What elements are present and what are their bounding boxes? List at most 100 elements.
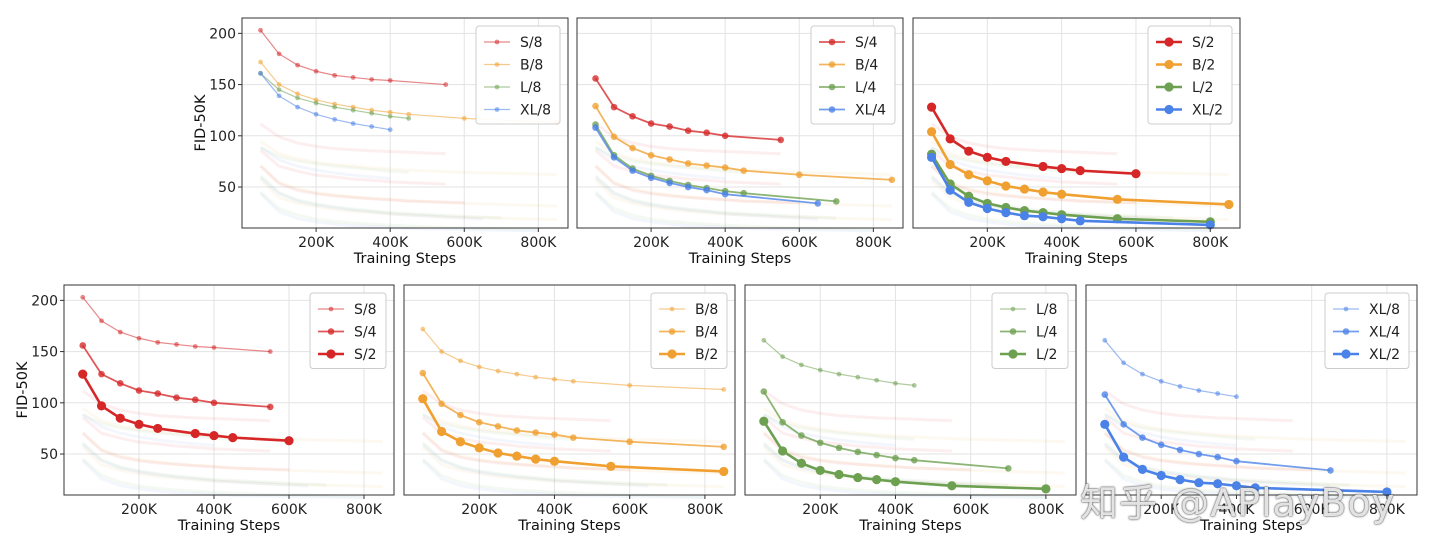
subplot-5: 200K 400K 600K 800K Training Steps B/8 B/4 B/2 [403, 284, 736, 534]
data-point [1250, 483, 1260, 493]
data-point [606, 461, 616, 471]
legend-swatch-marker [828, 106, 836, 113]
data-point [295, 104, 300, 110]
data-point [1121, 360, 1127, 366]
series-line-xl-8 [1104, 339, 1237, 398]
data-point [173, 394, 180, 401]
legend-box [1147, 25, 1233, 125]
data-point [513, 427, 521, 434]
data-point [796, 458, 807, 468]
data-point [1119, 452, 1129, 462]
data-point [834, 469, 844, 480]
series-line-xl-2 [930, 156, 1211, 227]
y-tick-label: 50 [218, 180, 236, 196]
data-point [964, 197, 974, 207]
data-point [778, 446, 788, 456]
data-point [627, 382, 633, 388]
data-point [369, 124, 375, 129]
data-point [1057, 189, 1067, 199]
data-point [666, 123, 673, 130]
data-point [369, 77, 375, 82]
data-point [926, 127, 937, 137]
data-point [369, 110, 375, 116]
x-tick-label: 800K [520, 235, 557, 251]
x-axis-label: Training Steps [858, 518, 961, 534]
legend-label: XL/8 [520, 103, 551, 119]
data-point [911, 382, 917, 388]
data-point [926, 102, 937, 112]
data-point [1213, 479, 1223, 489]
legend: S/8 B/8 L/8 XL/8 [475, 25, 561, 125]
data-point [1038, 187, 1048, 197]
data-point [684, 183, 692, 191]
data-point [759, 416, 769, 426]
data-point [780, 354, 786, 360]
data-point [592, 75, 599, 82]
data-point [1100, 419, 1110, 429]
subplot-4: 200K 400K 600K 800K 50 100 150 200 Training Step… [15, 284, 395, 534]
data-point [926, 152, 937, 162]
data-point [647, 174, 655, 182]
data-point [629, 144, 636, 152]
data-point [154, 390, 162, 397]
data-point [1139, 434, 1146, 441]
data-point [1194, 478, 1204, 488]
data-point [514, 371, 520, 377]
data-point [817, 367, 823, 373]
legend-label: XL/8 [1369, 302, 1400, 318]
data-point [552, 376, 557, 382]
legend-label: S/4 [855, 35, 878, 51]
data-point [816, 439, 824, 447]
legend: L/8 L/4 L/2 [991, 292, 1069, 369]
plot-frame [1085, 284, 1418, 496]
data-point [1231, 481, 1242, 491]
data-point [1001, 181, 1011, 191]
data-point [461, 115, 467, 121]
data-point [1137, 464, 1148, 474]
legend-swatch-marker [828, 38, 836, 46]
data-point [1205, 220, 1215, 230]
legend-label: S/2 [354, 347, 377, 363]
x-tick-label: 400K [1219, 502, 1256, 518]
data-point [209, 430, 219, 441]
legend-label: L/2 [1036, 347, 1057, 363]
data-point [136, 335, 142, 341]
data-point [276, 51, 282, 57]
data-point [295, 62, 300, 68]
data-point [457, 411, 464, 419]
data-point [835, 444, 843, 452]
data-point [228, 433, 238, 443]
data-point [1224, 199, 1234, 210]
data-point [982, 203, 992, 214]
data-point [533, 374, 539, 380]
x-tick-label: 800K [855, 235, 892, 251]
data-point [777, 136, 785, 144]
data-point [438, 400, 445, 408]
legend-swatch-marker [1164, 59, 1174, 70]
x-axis-label: Training Steps [1024, 251, 1127, 267]
x-tick-label: 600K [446, 235, 483, 251]
data-point [721, 387, 727, 392]
legend-swatch-marker [1164, 104, 1174, 115]
data-point [1176, 446, 1184, 454]
x-tick-label: 400K [196, 502, 233, 518]
data-point [295, 95, 300, 101]
data-point [610, 133, 618, 141]
data-point [495, 368, 501, 374]
data-point [549, 456, 560, 466]
series-line-b-2 [421, 398, 724, 473]
data-point [387, 113, 393, 119]
ghost-curve [932, 124, 1118, 154]
data-point [1019, 211, 1030, 221]
data-point [96, 401, 107, 411]
data-point [313, 111, 319, 117]
data-point [853, 472, 863, 483]
y-axis-label: FID-50K [193, 94, 209, 151]
ghost-curve [423, 459, 705, 496]
ghost-curve [423, 459, 705, 496]
data-point [814, 200, 822, 207]
legend-swatch-marker [328, 306, 334, 312]
data-point [945, 159, 955, 170]
data-point [1041, 484, 1051, 494]
